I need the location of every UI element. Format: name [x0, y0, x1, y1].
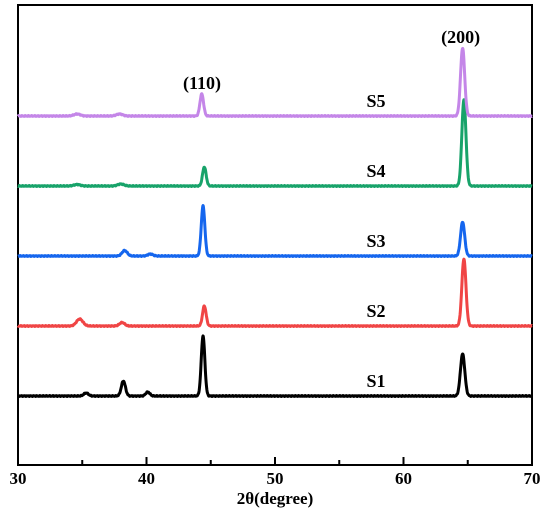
series-line-s5 — [16, 46, 534, 118]
series-line-s1 — [16, 334, 534, 398]
series-line-s3 — [16, 204, 534, 258]
peak-annotation: (110) — [183, 73, 221, 94]
series-layer — [16, 46, 534, 398]
series-label-s4: S4 — [366, 161, 385, 181]
peak-annotation: (200) — [441, 27, 480, 48]
series-line-s2 — [16, 257, 534, 328]
series-label-s1: S1 — [366, 371, 385, 391]
x-tick-label: 40 — [138, 469, 155, 488]
x-axis: 30 40 50 60 70 — [10, 457, 541, 488]
series-label-s5: S5 — [366, 91, 385, 111]
labels-layer: S1 S2 S3 S4 S5 (110) (200) — [183, 27, 480, 391]
x-tick-label: 30 — [10, 469, 27, 488]
series-line-s4 — [16, 98, 534, 188]
x-tick-label: 50 — [267, 469, 284, 488]
x-tick-label: 60 — [395, 469, 412, 488]
series-label-s2: S2 — [366, 301, 385, 321]
x-axis-title: 2θ(degree) — [237, 489, 314, 508]
series-label-s3: S3 — [366, 231, 385, 251]
x-tick-label: 70 — [524, 469, 541, 488]
